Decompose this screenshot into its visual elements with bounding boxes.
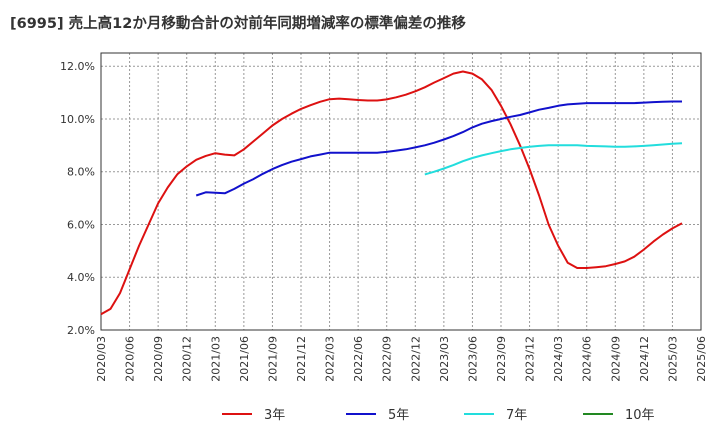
x-tick-label: 2020/06 [124,336,137,382]
plot-frame [100,52,702,331]
x-tick-label: 2022/09 [381,336,394,382]
chart-title: [6995] 売上高12か月移動合計の対前年同期増減率の標準偏差の推移 [10,16,466,32]
x-tick-label: 2024/12 [638,336,651,382]
legend: 3年 5年 7年 10年 [222,408,655,423]
x-tick-label: 2025/03 [666,336,679,382]
x-tick-label: 2021/12 [295,336,308,382]
x-tick-label: 2024/06 [581,336,594,382]
series-line-1 [195,100,682,197]
x-tick-label: 2025/06 [695,336,708,382]
legend-label-3: 10年 [625,408,655,423]
x-tick-label: 2022/12 [409,336,422,382]
x-axis: 2020/03 2020/06 2020/09 2020/12 2021/03 2021/… [95,336,708,382]
x-tick-label: 2021/03 [209,336,222,382]
y-tick-label: 4.0% [67,271,95,284]
legend-label-1: 5年 [388,408,409,423]
x-tick-label: 2021/09 [266,336,279,382]
y-tick-label: 2.0% [67,324,95,337]
y-tick-label: 12.0% [60,60,95,73]
x-tick-label: 2023/09 [495,336,508,382]
x-tick-label: 2023/12 [524,336,537,382]
series-line-2 [424,142,683,176]
legend-label-0: 3年 [264,408,285,423]
x-tick-label: 2021/06 [238,336,251,382]
y-tick-label: 10.0% [60,113,95,126]
x-tick-label: 2020/09 [152,336,165,382]
x-tick-label: 2020/12 [181,336,194,382]
x-tick-label: 2024/03 [552,336,565,382]
y-axis: 2.0% 4.0% 6.0% 8.0% 10.0% 12.0% [60,60,95,337]
legend-label-2: 7年 [506,408,527,423]
y-tick-label: 6.0% [67,218,95,231]
x-tick-label: 2023/03 [438,336,451,382]
series-lines [100,70,683,316]
x-tick-label: 2024/09 [609,336,622,382]
y-tick-label: 8.0% [67,166,95,179]
x-tick-label: 2023/06 [466,336,479,382]
series-line-0 [100,70,683,316]
grid-lines [100,53,702,331]
x-tick-label: 2020/03 [95,336,108,382]
x-tick-label: 2022/03 [324,336,337,382]
x-tick-label: 2022/06 [352,336,365,382]
